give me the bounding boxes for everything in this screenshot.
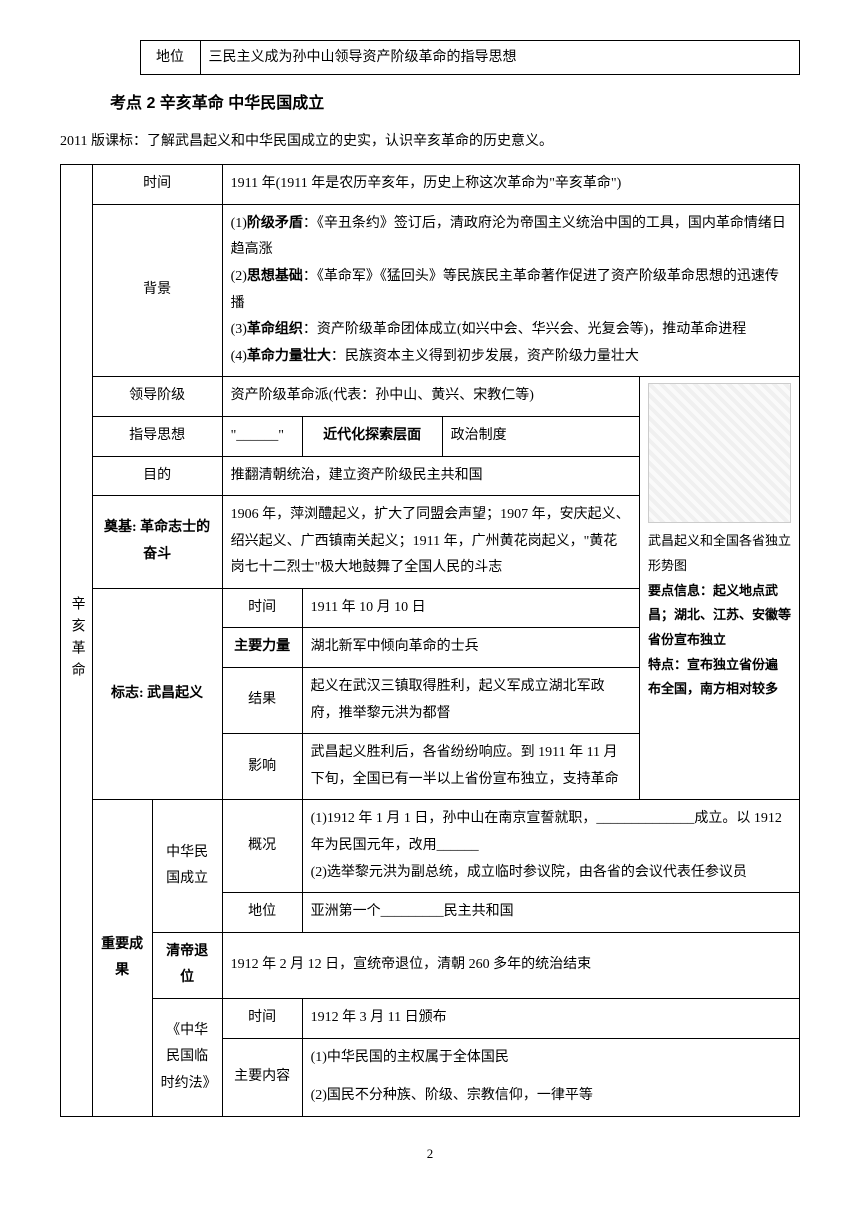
row-purpose-label: 目的 — [92, 456, 222, 496]
standard-text: 了解武昌起义和中华民国成立的史实，认识辛亥革命的历史意义。 — [147, 134, 553, 149]
row-time-label: 时间 — [92, 165, 222, 205]
row-thought-label: 指导思想 — [92, 416, 222, 456]
res1-pos: 亚洲第一个_________民主共和国 — [302, 893, 799, 933]
row-leader-label: 领导阶级 — [92, 377, 222, 417]
row-found: 1906 年，萍浏醴起义，扩大了同盟会声望；1907 年，安庆起义、绍兴起义、广… — [222, 496, 639, 589]
standard-label: 2011 版课标： — [60, 134, 147, 149]
row-leader: 资产阶级革命派(代表：孙中山、黄兴、宋教仁等) — [222, 377, 639, 417]
m-force-l: 主要力量 — [222, 628, 302, 668]
row-time: 1911 年(1911 年是农历辛亥年，历史上称这次革命为"辛亥革命") — [222, 165, 799, 205]
res1-pos-l: 地位 — [222, 893, 302, 933]
res3-main1: (1)中华民国的主权属于全体国民 — [302, 1038, 799, 1077]
map-image — [648, 383, 791, 523]
map-caption: 武昌起义和全国各省独立形势图 — [648, 529, 791, 578]
row-found-label: 奠基: 革命志士的奋斗 — [92, 496, 222, 589]
res2: 1912 年 2 月 12 日，宣统帝退位，清朝 260 多年的统治结束 — [222, 932, 799, 998]
m-impact: 武昌起义胜利后，各省纷纷响应。到 1911 年 11 月下旬，全国已有一半以上省… — [302, 734, 639, 800]
m-impact-l: 影响 — [222, 734, 302, 800]
res3-time-l: 时间 — [222, 999, 302, 1039]
row-purpose: 推翻清朝统治，建立资产阶级民主共和国 — [222, 456, 639, 496]
row-thought-mid-label: 近代化探索层面 — [302, 416, 442, 456]
res1-ov-l: 概况 — [222, 800, 302, 893]
sidebar-p1: 要点信息：起义地点武昌；湖北、江苏、安徽等省份宣布独立 — [648, 579, 791, 653]
row-thought-mid: 政治制度 — [442, 416, 639, 456]
m-time: 1911 年 10 月 10 日 — [302, 588, 639, 628]
page-number: 2 — [60, 1142, 800, 1165]
row-res-label: 重要成果 — [92, 800, 152, 1116]
top-content: 三民主义成为孙中山领导资产阶级革命的指导思想 — [200, 41, 800, 75]
row-thought-blank: "______" — [222, 416, 302, 456]
section-heading: 考点 2 辛亥革命 中华民国成立 — [110, 90, 800, 119]
main-content-table: 辛亥革命 时间 1911 年(1911 年是农历辛亥年，历史上称这次革命为"辛亥… — [60, 164, 800, 1117]
sidebar-cell: 武昌起义和全国各省独立形势图 要点信息：起义地点武昌；湖北、江苏、安徽等省份宣布… — [640, 377, 800, 800]
m-time-l: 时间 — [222, 588, 302, 628]
m-force: 湖北新军中倾向革命的士兵 — [302, 628, 639, 668]
row-mark-label: 标志: 武昌起义 — [92, 588, 222, 800]
top-row-table: 地位 三民主义成为孙中山领导资产阶级革命的指导思想 — [60, 40, 800, 75]
res1-label: 中华民国成立 — [152, 800, 222, 932]
row-bg-label: 背景 — [92, 204, 222, 377]
row-bg: (1)阶级矛盾：《辛丑条约》签订后，清政府沦为帝国主义统治中国的工具，国内革命情… — [222, 204, 799, 377]
res1-ov: (1)1912 年 1 月 1 日，孙中山在南京宣誓就职，___________… — [302, 800, 799, 893]
curriculum-standard: 2011 版课标：了解武昌起义和中华民国成立的史实，认识辛亥革命的历史意义。 — [60, 129, 800, 154]
res3-time: 1912 年 3 月 11 日颁布 — [302, 999, 799, 1039]
top-label: 地位 — [140, 41, 200, 75]
res3-main2: (2)国民不分种族、阶级、宗教信仰，一律平等 — [302, 1077, 799, 1116]
sidebar-p2: 特点：宣布独立省份遍布全国，南方相对较多 — [648, 653, 791, 702]
spacer — [60, 41, 140, 75]
vertical-topic-label: 辛亥革命 — [61, 165, 93, 1117]
res3-main-l: 主要内容 — [222, 1038, 302, 1116]
res3-label: 《中华民国临时约法》 — [152, 999, 222, 1117]
res2-label: 清帝退位 — [152, 932, 222, 998]
m-result-l: 结果 — [222, 668, 302, 734]
m-result: 起义在武汉三镇取得胜利，起义军成立湖北军政府，推举黎元洪为都督 — [302, 668, 639, 734]
